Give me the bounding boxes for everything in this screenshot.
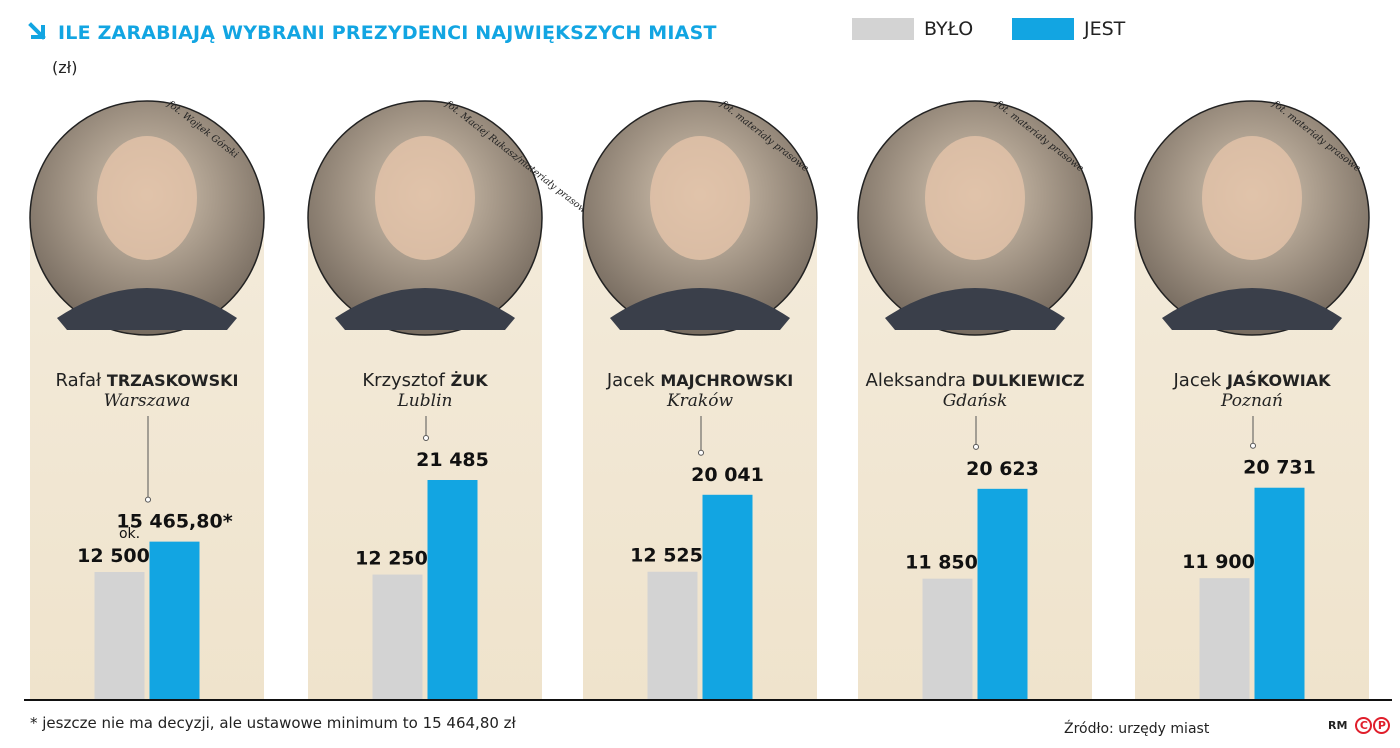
portrait-shoulders-poznan — [1162, 288, 1342, 330]
portrait-face-poznan — [1202, 136, 1302, 260]
legend-label-jest: JEST — [1084, 18, 1126, 40]
city-krakow: Kraków — [666, 391, 733, 411]
value-label-bylo-poznan: 11 900 — [1182, 551, 1255, 573]
unit-label: (zł) — [52, 58, 78, 77]
person-name-krakow: Jacek MAJCHROWSKI — [606, 370, 793, 391]
connector-dot-krakow — [698, 449, 704, 456]
city-warszawa: Warszawa — [104, 391, 191, 411]
last-name-krakow: MAJCHROWSKI — [660, 371, 793, 390]
arrow-down-right-icon — [28, 22, 46, 40]
first-name-lublin: Krzysztof — [362, 370, 450, 391]
portrait-face-krakow — [650, 136, 750, 260]
legend-item-jest: JEST — [1012, 18, 1125, 40]
portrait-shoulders-krakow — [610, 288, 790, 330]
last-name-lublin: ŻUK — [451, 371, 489, 390]
chart-title: ILE ZARABIAJĄ WYBRANI PREZYDENCI NAJWIĘK… — [28, 22, 717, 44]
bar-jest-gdansk — [977, 488, 1028, 700]
logo-letter-p: P — [1373, 717, 1391, 734]
value-label-bylo-lublin: 12 250 — [355, 548, 428, 570]
city-poznan: Poznań — [1220, 391, 1283, 411]
value-label-jest-warszawa: 15 465,80* — [116, 511, 232, 533]
value-label-jest-poznan: 20 731 — [1243, 457, 1316, 479]
person-name-gdansk: Aleksandra DULKIEWICZ — [866, 370, 1085, 391]
value-label-bylo-gdansk: 11 850 — [905, 552, 978, 574]
legend-item-bylo: BYŁO — [852, 18, 973, 40]
value-label-bylo-krakow: 12 525 — [630, 545, 703, 567]
person-name-warszawa: Rafał TRZASKOWSKI — [56, 370, 239, 391]
credit: RM C P — [1328, 717, 1391, 734]
bar-jest-poznan — [1254, 487, 1305, 700]
legend-label-bylo: BYŁO — [924, 18, 974, 40]
first-name-poznan: Jacek — [1173, 370, 1227, 391]
connector-dot-lublin — [423, 435, 429, 441]
legend-swatch-bylo — [852, 18, 914, 40]
person-name-lublin: Krzysztof ŻUK — [362, 370, 488, 391]
value-label-jest-gdansk: 20 623 — [966, 458, 1039, 480]
city-lublin: Lublin — [397, 391, 453, 411]
portrait-shoulders-gdansk — [885, 288, 1065, 330]
connector-dot-gdansk — [973, 443, 979, 450]
bar-jest-warszawa — [149, 541, 200, 700]
footnote: * jeszcze nie ma decyzji, ale ustawowe m… — [30, 714, 516, 732]
last-name-poznan: JAŚKOWIAK — [1226, 371, 1331, 390]
cp-logo: C P — [1355, 717, 1391, 734]
value-label-jest-lublin: 21 485 — [416, 449, 489, 471]
first-name-gdansk: Aleksandra — [866, 370, 972, 391]
bar-bylo-poznan — [1199, 578, 1250, 700]
portrait-face-lublin — [375, 136, 475, 260]
portrait-shoulders-lublin — [335, 288, 515, 330]
city-gdansk: Gdańsk — [943, 391, 1008, 411]
bar-jest-krakow — [702, 494, 753, 700]
title-text: ILE ZARABIAJĄ WYBRANI PREZYDENCI NAJWIĘK… — [58, 22, 717, 44]
last-name-gdansk: DULKIEWICZ — [972, 371, 1085, 390]
portrait-shoulders-warszawa — [57, 288, 237, 330]
connector-dot-poznan — [1250, 442, 1256, 449]
connector-dot-warszawa — [145, 496, 151, 503]
person-name-poznan: Jacek JAŚKOWIAK — [1173, 370, 1332, 391]
source-text: Źródło: urzędy miast — [1064, 721, 1210, 737]
bar-jest-lublin — [427, 480, 478, 700]
bar-bylo-warszawa — [94, 572, 145, 700]
legend-swatch-jest — [1012, 18, 1074, 40]
last-name-warszawa: TRZASKOWSKI — [107, 371, 239, 390]
first-name-warszawa: Rafał — [56, 370, 107, 391]
bar-bylo-gdansk — [922, 578, 973, 700]
logo-letter-c: C — [1355, 717, 1373, 734]
credit-initials: RM — [1328, 719, 1348, 732]
bar-bylo-lublin — [372, 574, 423, 700]
value-label-bylo-warszawa: 12 500 — [77, 545, 150, 567]
bar-bylo-krakow — [647, 571, 698, 700]
portrait-face-warszawa — [97, 136, 197, 260]
portrait-face-gdansk — [925, 136, 1025, 260]
value-prefix-bylo-warszawa: ok. — [119, 526, 140, 542]
value-label-jest-krakow: 20 041 — [691, 464, 764, 486]
first-name-krakow: Jacek — [606, 370, 660, 391]
